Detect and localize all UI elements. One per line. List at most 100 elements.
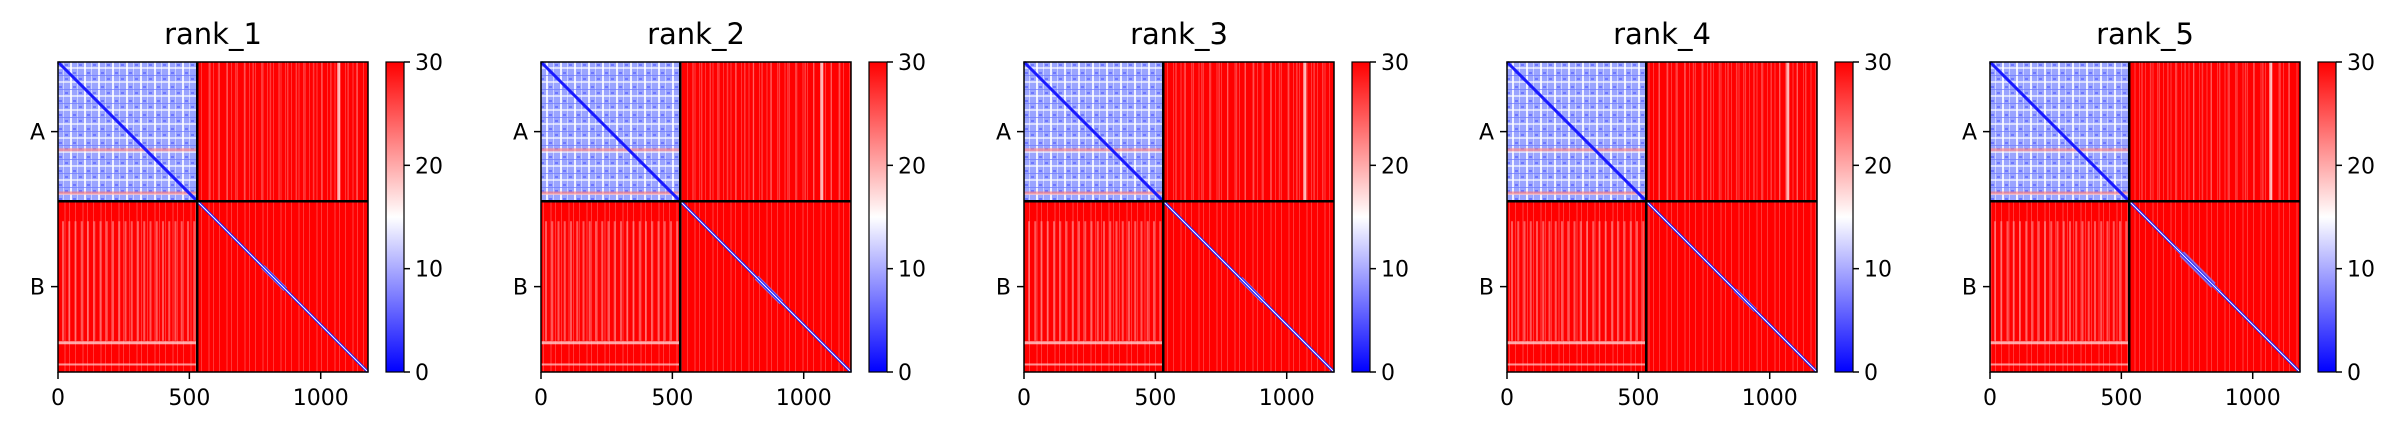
streak-b-a bbox=[669, 221, 672, 341]
streak-b-a bbox=[1529, 221, 1532, 341]
streak-b-a bbox=[149, 221, 152, 341]
block-a-a-stripe bbox=[541, 191, 681, 195]
streak-b-a bbox=[613, 221, 616, 341]
streak-b-a bbox=[1052, 221, 1055, 341]
streak-a-b bbox=[278, 62, 280, 202]
streak-b-a bbox=[1096, 221, 1099, 341]
streak-b-a bbox=[80, 221, 83, 341]
y-tick-label: A bbox=[1479, 121, 1494, 146]
x-tick-label: 1000 bbox=[1742, 386, 1798, 411]
streak-a-b bbox=[2193, 62, 2195, 202]
x-tick-label: 0 bbox=[51, 386, 65, 411]
streak-b-a bbox=[58, 363, 198, 366]
streak-b-a bbox=[1059, 221, 1062, 341]
y-tick-label: A bbox=[30, 121, 45, 146]
diagonal-a bbox=[1505, 60, 1648, 203]
x-tick-label: 0 bbox=[1500, 386, 1514, 411]
panel-title: rank_5 bbox=[2096, 17, 2194, 51]
x-tick-label: 1000 bbox=[2225, 386, 2281, 411]
streak-b-a bbox=[2006, 221, 2009, 341]
diagonal-b-highlight bbox=[1162, 200, 1335, 373]
streak-b-a bbox=[541, 341, 681, 345]
panel-title: rank_3 bbox=[1130, 17, 1228, 51]
streak-a-b bbox=[1701, 62, 1703, 202]
streak-b-a bbox=[1623, 221, 1626, 341]
colorbar bbox=[868, 61, 888, 373]
colorbar-tick-label: 10 bbox=[415, 258, 443, 283]
streak-b-a bbox=[1517, 221, 1520, 341]
streak-b-a bbox=[136, 221, 139, 341]
streak-b-a bbox=[1610, 221, 1613, 341]
streak-b-a bbox=[626, 221, 629, 341]
streak-b-a bbox=[2125, 221, 2128, 341]
streak-b-a bbox=[2000, 221, 2003, 341]
streak-a-b bbox=[2158, 62, 2161, 202]
streak-b-a bbox=[68, 221, 71, 341]
streak-b-a bbox=[161, 221, 164, 341]
streak-b-a bbox=[105, 221, 108, 341]
streak-a-b bbox=[2253, 62, 2255, 202]
streak-b-a bbox=[1560, 221, 1563, 341]
diagonal-a bbox=[1022, 60, 1165, 203]
heatmap-frame bbox=[1023, 61, 1335, 373]
streak-a-b bbox=[795, 62, 798, 202]
heatmap-frame bbox=[1506, 61, 1818, 373]
heatmap-frame bbox=[57, 61, 369, 373]
streak-a-b bbox=[2236, 62, 2238, 202]
streak-a-b bbox=[709, 62, 712, 202]
streak-a-b bbox=[1779, 62, 1781, 202]
streak-b-a bbox=[569, 221, 572, 341]
streak-b-a bbox=[93, 221, 96, 341]
streak-b-a bbox=[2118, 221, 2121, 341]
colorbar-tick-label: 30 bbox=[415, 51, 443, 76]
colorbar-tick-label: 30 bbox=[1864, 51, 1892, 76]
streak-a-b bbox=[1270, 62, 1272, 202]
streak-b-a bbox=[99, 221, 102, 341]
streak-a-b bbox=[1692, 62, 1695, 202]
streak-b-a bbox=[1084, 221, 1087, 341]
colorbar-tick-label: 10 bbox=[2347, 258, 2375, 283]
streak-a-b bbox=[2149, 62, 2152, 202]
streak-a-b bbox=[1235, 62, 1238, 202]
x-tick-label: 0 bbox=[534, 386, 548, 411]
streak-b-a bbox=[1152, 221, 1155, 341]
streak-b-a bbox=[1629, 221, 1632, 341]
streak-a-b bbox=[820, 62, 824, 202]
streak-b-a bbox=[1071, 221, 1074, 341]
streak-a-b bbox=[1201, 62, 1203, 202]
streak-b-a bbox=[2037, 221, 2040, 341]
streak-b-a bbox=[2031, 221, 2034, 341]
streak-b-a bbox=[193, 221, 196, 341]
y-tick-label: B bbox=[513, 276, 528, 301]
streak-b-a bbox=[644, 221, 647, 341]
heatmap-frame bbox=[540, 61, 852, 373]
streak-b-a bbox=[582, 221, 585, 341]
streak-a-b bbox=[744, 62, 746, 202]
streak-b-a bbox=[118, 221, 121, 341]
panel-title: rank_1 bbox=[164, 17, 262, 51]
streak-b-a bbox=[638, 221, 641, 341]
streak-a-b bbox=[2210, 62, 2212, 202]
streak-b-a bbox=[1090, 221, 1093, 341]
streak-b-a bbox=[601, 221, 604, 341]
streak-b-a bbox=[1134, 221, 1137, 341]
diagonal-a bbox=[539, 60, 682, 203]
streak-b-a bbox=[551, 221, 554, 341]
streak-b-a bbox=[657, 221, 660, 341]
x-tick-label: 500 bbox=[1134, 386, 1176, 411]
streak-a-b bbox=[1192, 62, 1195, 202]
streak-b-a bbox=[1542, 221, 1545, 341]
y-tick-label: B bbox=[30, 276, 45, 301]
colorbar bbox=[1351, 61, 1371, 373]
streak-b-a bbox=[1635, 221, 1638, 341]
streak-b-a bbox=[1535, 221, 1538, 341]
streak-b-a bbox=[1617, 221, 1620, 341]
y-tick-label: A bbox=[513, 121, 528, 146]
streak-b-a bbox=[124, 221, 127, 341]
panel-title: rank_2 bbox=[647, 17, 745, 51]
colorbar-tick-label: 20 bbox=[415, 154, 443, 179]
streak-a-b bbox=[243, 62, 246, 202]
streak-b-a bbox=[1592, 221, 1595, 341]
streak-a-b bbox=[217, 62, 220, 202]
streak-a-b bbox=[304, 62, 306, 202]
